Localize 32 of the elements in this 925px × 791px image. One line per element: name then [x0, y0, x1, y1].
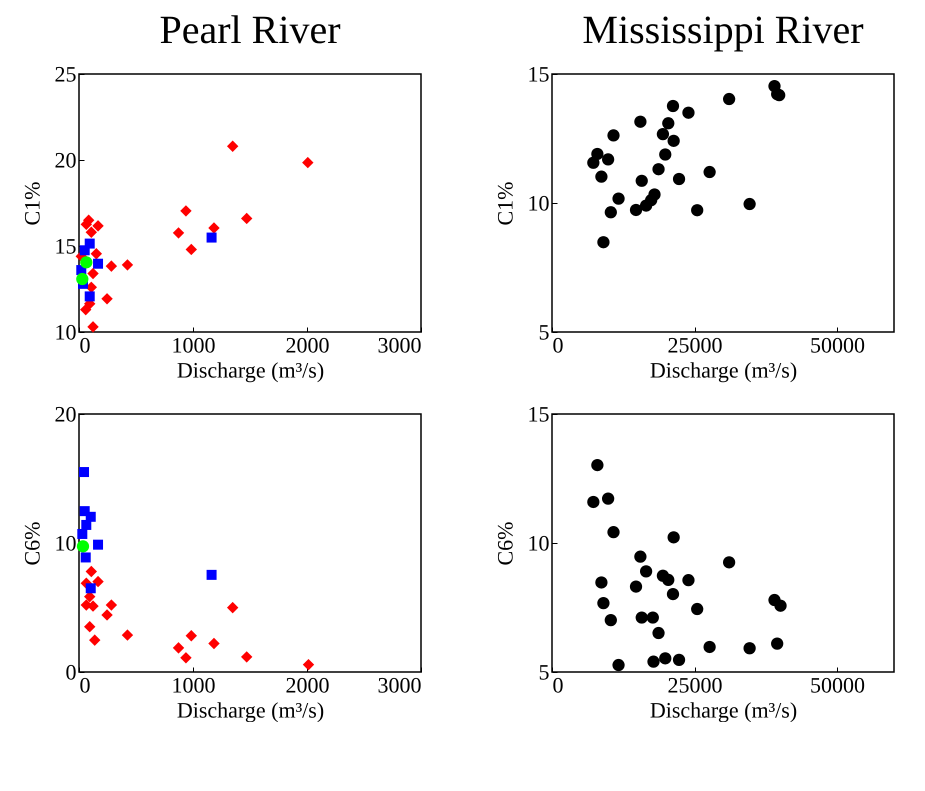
- chart-title: Mississippi River: [582, 7, 864, 52]
- x-axis-title: Discharge (m³/s): [650, 358, 798, 382]
- x-tick-label: 2000: [286, 672, 330, 698]
- x-axis-title: Discharge (m³/s): [176, 358, 324, 382]
- y-axis-title: C6%: [492, 522, 518, 566]
- x-tick-label: 1000: [172, 332, 216, 358]
- y-axis-title: C1%: [492, 182, 518, 226]
- x-axis-title: Discharge (m³/s): [650, 698, 798, 722]
- y-tick-label: 15: [528, 402, 550, 426]
- x-tick-label: 25000: [668, 332, 722, 358]
- x-tick-label: 2000: [286, 332, 330, 358]
- y-tick-label: 15: [54, 234, 76, 258]
- chart-title: Pearl River: [159, 7, 341, 52]
- y-tick-label: 15: [528, 62, 550, 86]
- y-axis-title: C6%: [20, 522, 44, 566]
- x-tick-label: 3000: [378, 672, 422, 698]
- x-tick-label: 3000: [378, 332, 422, 358]
- y-tick-label: 20: [54, 402, 76, 426]
- x-tick-label: 50000: [810, 332, 865, 358]
- x-tick-label: 1000: [172, 672, 216, 698]
- y-tick-label: 10: [54, 530, 76, 556]
- y-tick-label: 5: [538, 320, 550, 344]
- x-axis-title: Discharge (m³/s): [176, 698, 324, 722]
- y-tick-label: 10: [528, 530, 550, 556]
- y-axis-title: C1%: [20, 182, 44, 226]
- y-tick-label: 10: [528, 190, 550, 216]
- y-tick-label: 10: [54, 320, 76, 344]
- y-tick-label: 5: [538, 660, 550, 684]
- y-tick-label: 25: [54, 62, 76, 86]
- x-tick-label: 25000: [668, 672, 722, 698]
- x-tick-label: 50000: [810, 672, 865, 698]
- y-tick-label: 20: [54, 148, 76, 172]
